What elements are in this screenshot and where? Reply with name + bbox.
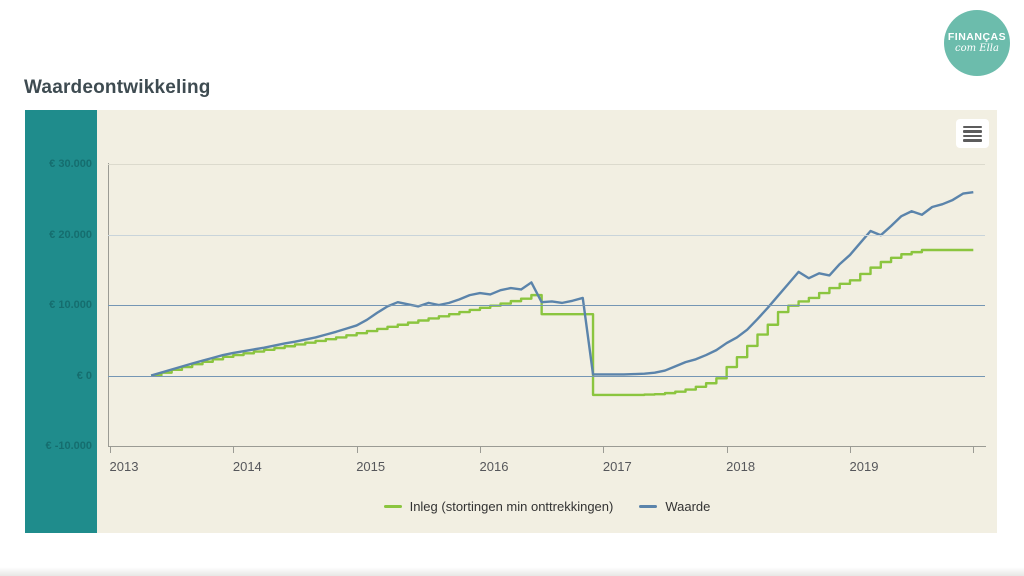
y-axis-label: € -10.000 (45, 440, 92, 452)
x-axis-tick (233, 447, 235, 453)
y-axis-label: € 30.000 (49, 158, 92, 170)
chart-legend: Inleg (stortingen min onttrekkingen) Waar… (97, 499, 997, 514)
x-axis-tick (110, 447, 111, 453)
x-axis-label: 2015 (356, 459, 386, 474)
logo-text: FINANÇAS (947, 30, 1007, 43)
legend-label: Waarde (665, 499, 711, 514)
x-axis-tick (726, 447, 728, 453)
y-gridline (108, 305, 985, 306)
x-axis-label: 2016 (479, 459, 509, 474)
x-axis-line (108, 446, 986, 447)
legend-swatch (639, 505, 658, 508)
x-axis-label: 2013 (109, 459, 139, 474)
y-axis-label: € 0 (76, 369, 92, 382)
legend-item[interactable]: Waarde (639, 499, 710, 514)
chart-context-menu-button[interactable] (956, 119, 989, 148)
x-axis-tick (973, 447, 975, 453)
y-gridline (108, 164, 985, 165)
y-axis-label: € 20.000 (49, 228, 92, 241)
y-gridline (108, 234, 985, 236)
x-axis-tick (356, 447, 358, 453)
legend-label: Inleg (stortingen min onttrekkingen) (409, 499, 614, 514)
chart-title: Waardeontwikkeling (24, 77, 211, 98)
x-axis-tick (479, 447, 481, 453)
series-line-waarde (150, 191, 974, 377)
x-axis-label: 2019 (849, 459, 879, 474)
legend-item[interactable]: Inleg (stortingen min onttrekkingen) (383, 499, 614, 514)
y-axis-label: € 10.000 (49, 299, 92, 311)
logo-subtext: com Ella (955, 43, 999, 55)
y-gridline (108, 375, 985, 377)
chart-panel: Inleg (stortingen min onttrekkingen) Waar… (97, 110, 997, 533)
legend-swatch (383, 505, 402, 508)
teal-overlay-block: € 30.000 € 20.000 € 10.000 € 0 € -10.000 (25, 110, 97, 533)
x-axis-label: 2017 (602, 459, 632, 474)
series-line-inleg (151, 248, 974, 397)
x-axis-label: 2018 (726, 459, 756, 474)
x-axis-tick (849, 447, 851, 453)
x-axis-label: 2014 (232, 459, 262, 474)
x-axis-tick (603, 447, 605, 453)
financas-com-ella-logo: FINANÇAS com Ella (944, 10, 1010, 76)
